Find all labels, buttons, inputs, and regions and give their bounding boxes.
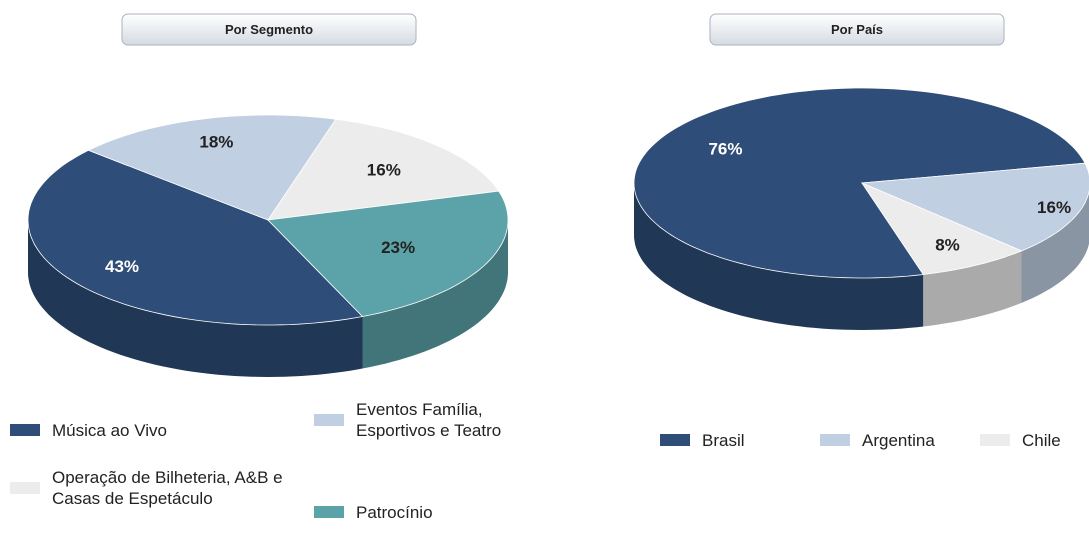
- pie-side: [362, 220, 508, 369]
- pie-side: [634, 183, 924, 330]
- legend-swatch: [10, 482, 40, 494]
- data-label: 18%: [199, 132, 233, 151]
- data-label: 43%: [105, 257, 139, 276]
- pie-slice: [860, 182, 1023, 275]
- pie-side: [1021, 191, 1089, 303]
- pie-slice: [267, 118, 500, 221]
- legend-swatch: [314, 506, 344, 518]
- legend-label: Operação de Bilheteria, A&B e Casas de E…: [52, 468, 283, 508]
- data-label: 8%: [935, 236, 960, 255]
- legend-label: Argentina: [862, 430, 935, 450]
- legend-item: Chile: [980, 419, 1089, 461]
- pie-slice: [861, 162, 1089, 252]
- legend-item: Eventos Família, Esportivos e Teatro: [314, 399, 554, 441]
- legend-item: Patrocínio: [314, 491, 554, 533]
- legend-label: Brasil: [702, 430, 745, 450]
- legend-item: Argentina: [820, 419, 980, 461]
- legend-label: Chile: [1022, 430, 1061, 450]
- legend-swatch: [10, 424, 40, 436]
- legend-swatch: [980, 434, 1010, 446]
- data-label: 16%: [367, 161, 401, 180]
- legend-label: Patrocínio: [356, 502, 433, 522]
- title-box: [121, 13, 417, 46]
- legend-item: Operação de Bilheteria, A&B e Casas de E…: [10, 467, 300, 509]
- data-label: 76%: [708, 140, 742, 159]
- legend-label: Música ao Vivo: [52, 420, 167, 440]
- data-label: 23%: [381, 238, 415, 257]
- legend-swatch: [660, 434, 690, 446]
- pie-slice: [267, 190, 509, 317]
- legend-item: Música ao Vivo: [10, 409, 300, 451]
- pie-side: [923, 250, 1022, 327]
- pie-slice: [27, 149, 364, 326]
- pie-slice: [633, 87, 1086, 279]
- legend-item: Brasil: [660, 419, 820, 461]
- title-box: [709, 13, 1005, 46]
- pie-side: [28, 220, 363, 377]
- legend-swatch: [314, 414, 344, 426]
- chart-title: Por Segmento: [225, 22, 313, 37]
- chart-title: Por País: [831, 22, 883, 37]
- legend-swatch: [820, 434, 850, 446]
- legend-label: Eventos Família, Esportivos e Teatro: [356, 400, 502, 440]
- data-label: 16%: [1037, 198, 1071, 217]
- pie-slice: [87, 114, 337, 221]
